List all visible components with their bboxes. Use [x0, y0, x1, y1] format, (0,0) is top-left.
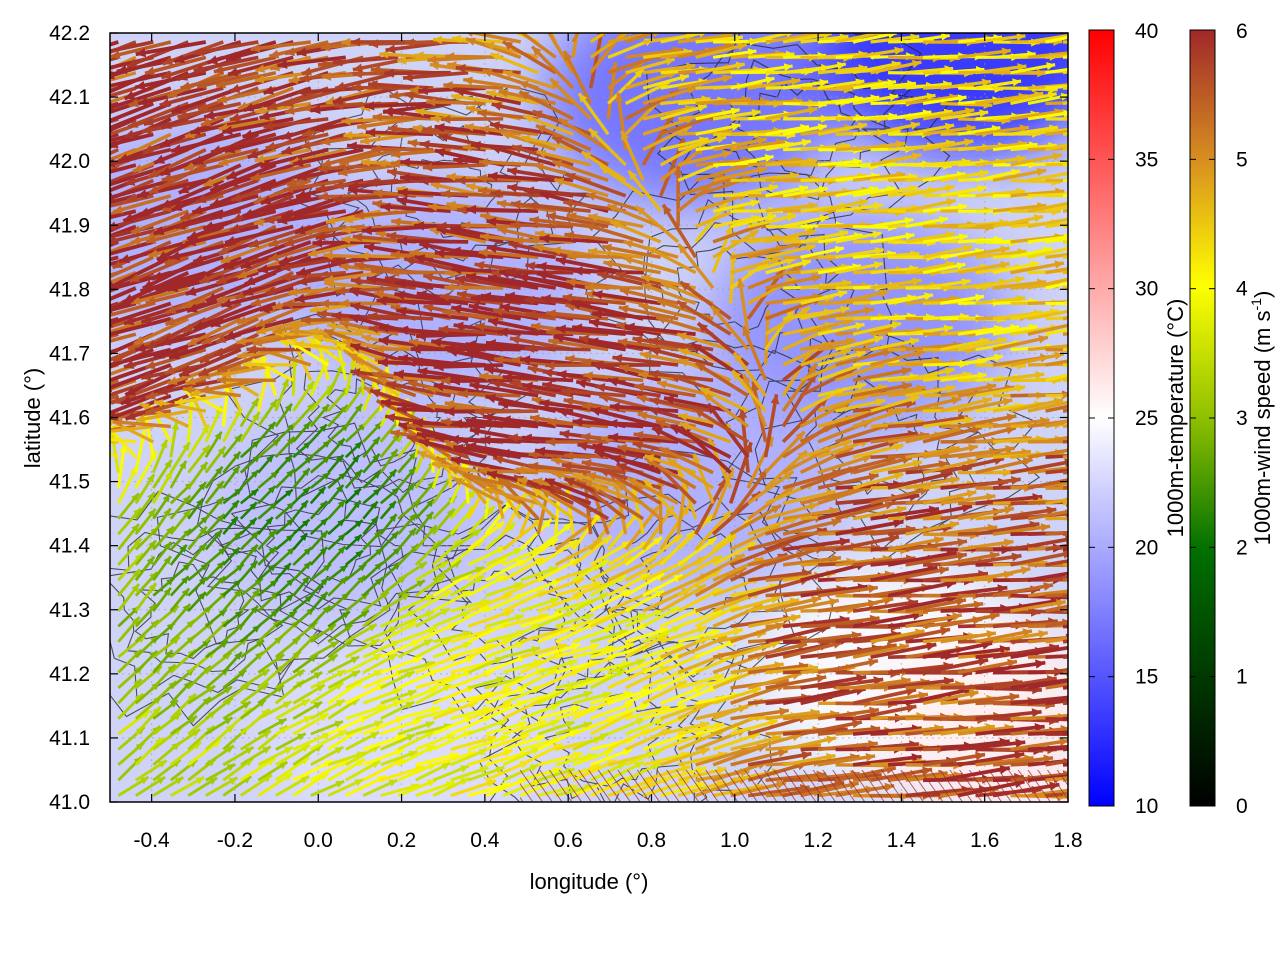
wind-arrow-head	[55, 68, 65, 77]
wind-arrow-head	[80, 393, 90, 401]
wind-arrow-head	[96, 167, 106, 175]
wind-arrow-head	[53, 267, 63, 276]
wind-arrow-shaft	[525, 348, 591, 349]
wind-arrow-head	[94, 308, 104, 316]
wind-arrow-head	[59, 301, 69, 309]
wind-arrow	[55, 57, 118, 76]
wind-arrow-head	[61, 371, 71, 380]
wind-arrow-head	[57, 132, 67, 141]
wind-arrow-head	[68, 268, 79, 277]
wind-arrow	[53, 257, 118, 276]
wind-arrow-shaft	[573, 271, 643, 273]
wind-arrow-head	[76, 330, 86, 339]
wind-arrow-head	[98, 285, 109, 294]
wind-arrow-head	[88, 49, 98, 58]
wind-arrow-shaft	[53, 257, 118, 274]
wind-arrow-head	[56, 260, 67, 269]
wind-arrow-head	[92, 181, 102, 189]
wind-arrow-head	[66, 199, 77, 208]
wind-arrow-head	[624, 14, 634, 22]
wind-arrow-head	[89, 434, 98, 442]
wind-arrow-head	[101, 427, 110, 435]
wind-arrow-head	[62, 397, 72, 405]
wind-arrow-head	[49, 187, 60, 196]
wind-arrow-head	[77, 429, 87, 438]
wind-arrow-shaft	[47, 319, 119, 340]
wind-arrow	[57, 119, 118, 141]
wind-arrow-head	[90, 413, 101, 422]
wind-arrow-head	[67, 244, 78, 253]
wind-arrow-head	[65, 310, 76, 319]
wind-arrow-head	[76, 437, 85, 444]
wind-arrow-head	[100, 81, 111, 90]
wind-arrow-head	[50, 319, 61, 328]
wind-arrow-head	[98, 330, 109, 339]
wind-arrow-shaft	[397, 241, 468, 242]
wind-arrow-head	[76, 365, 86, 373]
wind-arrow-head	[93, 313, 103, 322]
wind-arrow-head	[80, 378, 90, 386]
wind-arrow-head	[67, 439, 76, 447]
wind-arrow-shaft	[475, 411, 539, 412]
wind-arrow-head	[576, 2, 584, 11]
wind-arrow-head	[90, 367, 101, 376]
wind-arrow-head	[68, 118, 79, 127]
wind-arrow-head	[86, 381, 97, 390]
wind-arrow-shaft	[441, 119, 503, 120]
wind-arrow	[56, 242, 119, 268]
wind-arrow-head	[84, 73, 94, 81]
wind-arrow-shaft	[416, 334, 486, 336]
wind-arrow-head	[91, 412, 101, 421]
wind-arrow-head	[83, 254, 94, 263]
wind-arrow-shaft	[371, 149, 433, 150]
wind-arrow	[50, 303, 118, 327]
wind-arrow-shaft	[57, 119, 118, 139]
wind-arrow-head	[75, 58, 85, 66]
wind-arrow-head	[98, 99, 108, 107]
wind-arrow	[47, 319, 119, 342]
wind-arrow-shaft	[52, 42, 119, 63]
wind-arrow-head	[60, 242, 70, 250]
wind-arrow-shaft	[55, 196, 118, 216]
wind-arrow-head	[97, 329, 107, 337]
wind-arrow-head	[492, 21, 502, 29]
wind-arrow-head	[56, 194, 66, 203]
wind-arrow-head	[52, 56, 63, 65]
wind-arrow-shaft	[56, 242, 119, 267]
wind-arrow-head	[70, 432, 79, 440]
wind-arrow-head	[509, 23, 519, 32]
wind-arrow-shaft	[423, 165, 486, 168]
wind-arrow-shaft	[50, 303, 118, 326]
wind-arrow-head	[63, 315, 74, 324]
wind-arrow-head	[670, 22, 680, 30]
wind-arrow-head	[94, 198, 104, 206]
wind-arrow-head	[85, 67, 95, 76]
wind-arrow-head	[592, 0, 600, 1]
wind-arrow-shaft	[466, 209, 538, 211]
wind-arrow-head	[80, 256, 90, 264]
wind-arrow-shaft	[55, 57, 118, 74]
wind-arrow-shaft	[459, 393, 521, 395]
wind-arrow-head	[93, 133, 103, 141]
wind-arrow-head	[73, 138, 84, 146]
wind-arrow-head	[91, 204, 101, 213]
wind-arrow-head	[99, 361, 110, 370]
wind-arrow-head	[69, 176, 79, 185]
wind-arrow-head	[92, 394, 102, 403]
wind-arrow-head	[99, 180, 110, 189]
wind-arrow-shaft	[56, 180, 118, 201]
wind-arrow-head	[53, 115, 63, 124]
wind-arrow-head	[84, 123, 95, 132]
wind-arrow	[56, 180, 118, 202]
wind-arrow-head	[47, 332, 58, 341]
wind-arrow-head	[97, 274, 107, 282]
wind-arrow-head	[528, 0, 536, 5]
wind-arrow	[52, 42, 119, 65]
